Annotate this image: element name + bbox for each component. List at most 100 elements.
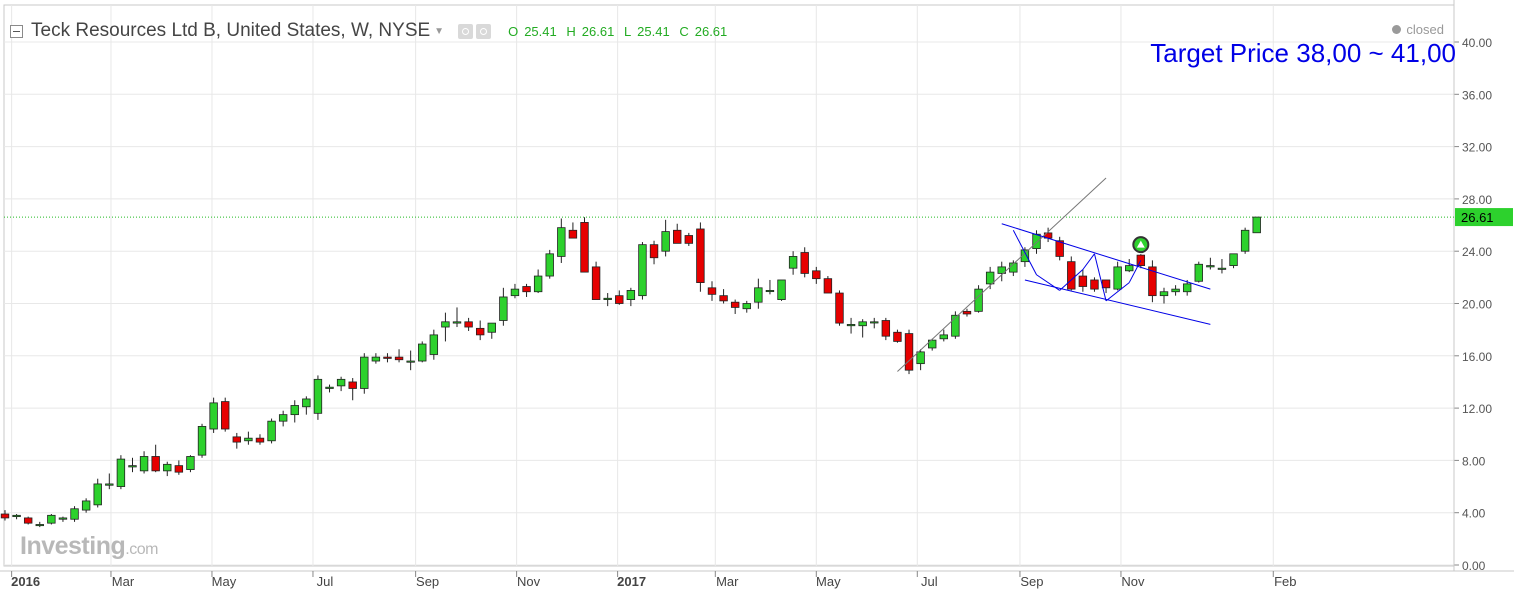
candle-body [835,292,844,324]
candle-body [499,296,508,321]
candle [754,278,763,309]
candle-body [985,271,995,285]
candle-body [290,405,299,416]
eye-icon[interactable] [458,23,474,39]
y-tick-label: 4.00 [1462,507,1486,521]
candle-body [1182,283,1192,293]
candle [673,223,682,244]
trendline-channel [1105,282,1130,302]
candle-body [730,301,740,308]
candle-body [174,465,184,473]
candle-body [1136,254,1146,266]
candle [209,397,218,433]
candle-body [1206,265,1215,268]
candle-body [81,500,91,511]
candle-body [812,270,821,280]
candle-body [1148,266,1157,297]
candle-body [0,513,10,519]
candle-body [348,381,357,389]
candle [313,375,323,420]
candle [163,461,172,477]
candle-body [591,266,601,300]
candle-body [858,321,867,327]
candle-body [452,321,462,324]
candle [777,279,786,301]
candle [139,451,149,474]
candle [591,261,601,300]
trendline-channel [1012,230,1037,275]
candle-body [464,321,473,328]
candle-body [788,256,798,269]
candle [510,283,520,299]
candle-body [1229,253,1238,266]
candle [1240,227,1250,254]
candle-body [997,266,1006,274]
x-tick-label: Sep [416,574,439,589]
candle [870,317,879,329]
candle-body [47,514,56,524]
candle-body [394,356,404,361]
candle [765,279,775,295]
collapse-icon[interactable] [10,24,23,38]
candle [812,266,821,284]
candle [499,287,508,326]
candle [684,232,694,246]
candle-body [128,465,137,468]
candle-body [638,244,647,297]
candle [788,251,798,275]
x-tick-label: Nov [1121,574,1145,589]
candle [221,397,230,432]
x-tick-label: Jul [921,574,938,589]
candle-body [568,229,578,239]
candle-body [962,310,972,315]
candle [487,322,496,339]
candle [267,418,276,444]
candle-body [267,420,276,442]
candle [858,319,867,338]
last-price-badge [1455,208,1513,227]
candle-body [904,333,914,371]
candle [1055,236,1064,261]
investing-logo: Investing.com [20,532,158,561]
trendline-support [897,177,1107,372]
candle-body [221,401,230,430]
y-tick-label: 20.00 [1462,298,1492,312]
ohlc-low-label: L [623,23,632,39]
candle-body [974,288,983,312]
candle [186,455,195,473]
candle [661,219,670,257]
symbol-title[interactable]: Teck Resources Ltd B, United States, W, … [31,20,431,41]
candle-body [12,514,21,518]
candle [429,329,439,360]
x-tick-label: May [212,574,237,589]
status-dot-icon [1392,25,1402,34]
candle [1229,253,1238,269]
candle-body [418,343,427,362]
candle-body [1101,279,1111,289]
chevron-down-icon[interactable]: ▼ [434,25,445,37]
candle [58,516,68,522]
candle-body [939,334,948,340]
trendline-channel [1128,260,1142,283]
market-status-text: closed [1406,22,1444,37]
candle-body [1055,240,1064,257]
candle [603,293,612,307]
gear-icon[interactable] [476,23,492,39]
candle-body [893,331,902,342]
candle-body [35,524,44,527]
candle-body [244,437,253,442]
candle-body [383,356,392,359]
candle [0,510,10,521]
arrow-up-icon [1136,240,1145,248]
candle-body [533,275,543,293]
candle [1067,256,1076,291]
candle [383,353,392,363]
candle-body [823,278,833,294]
candle [893,329,902,343]
candle [128,457,137,473]
candle [441,312,450,342]
candle-body [951,314,960,337]
candle-body [1067,261,1076,290]
candle-body [429,334,439,355]
